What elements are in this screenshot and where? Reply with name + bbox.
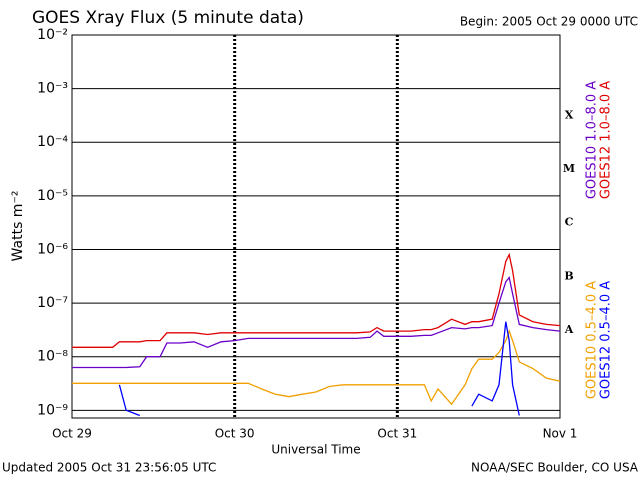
plot-frame <box>71 34 561 419</box>
x-axis-label: Universal Time <box>271 443 360 457</box>
series-line <box>72 252 560 348</box>
series-line <box>72 276 560 369</box>
y-tick-label: 10⁻⁴ <box>37 134 68 150</box>
series-line <box>118 321 520 417</box>
flare-class-label: C <box>565 216 574 229</box>
y-axis-label: Watts m⁻² <box>10 191 26 262</box>
chart-title: GOES Xray Flux (5 minute data) <box>32 8 304 28</box>
y-tick-label: 10⁻² <box>37 27 68 43</box>
legend-label: GOES10 0.5–4.0 A <box>585 281 600 399</box>
x-tick-label: Nov 1 <box>543 427 578 441</box>
flare-class-label: X <box>565 108 574 121</box>
y-tick-label: 10⁻⁷ <box>37 295 68 311</box>
footer-right: NOAA/SEC Boulder, CO USA <box>471 461 639 475</box>
flare-class-label: B <box>564 269 573 282</box>
x-tick-label: Oct 31 <box>377 427 417 441</box>
legend-label: GOES12 0.5–4.0 A <box>599 281 614 399</box>
y-tick-label: 10⁻³ <box>37 81 68 97</box>
legend-label: GOES10 1.0–8.0 A <box>585 81 600 199</box>
x-tick-label: Oct 30 <box>215 427 255 441</box>
flare-class-label: A <box>564 323 574 336</box>
flare-class-label: M <box>563 162 575 175</box>
y-tick-label: 10⁻⁵ <box>37 188 68 204</box>
chart-subtitle: Begin: 2005 Oct 29 0000 UTC <box>460 15 638 29</box>
x-tick-label: Oct 29 <box>52 427 92 441</box>
legend-label: GOES12 1.0–8.0 A <box>599 81 614 199</box>
footer-left: Updated 2005 Oct 31 23:56:05 UTC <box>2 461 216 475</box>
y-tick-label: 10⁻⁹ <box>37 402 68 418</box>
y-tick-label: 10⁻⁸ <box>37 349 68 365</box>
series-line <box>72 329 560 406</box>
y-tick-label: 10⁻⁶ <box>37 241 68 257</box>
